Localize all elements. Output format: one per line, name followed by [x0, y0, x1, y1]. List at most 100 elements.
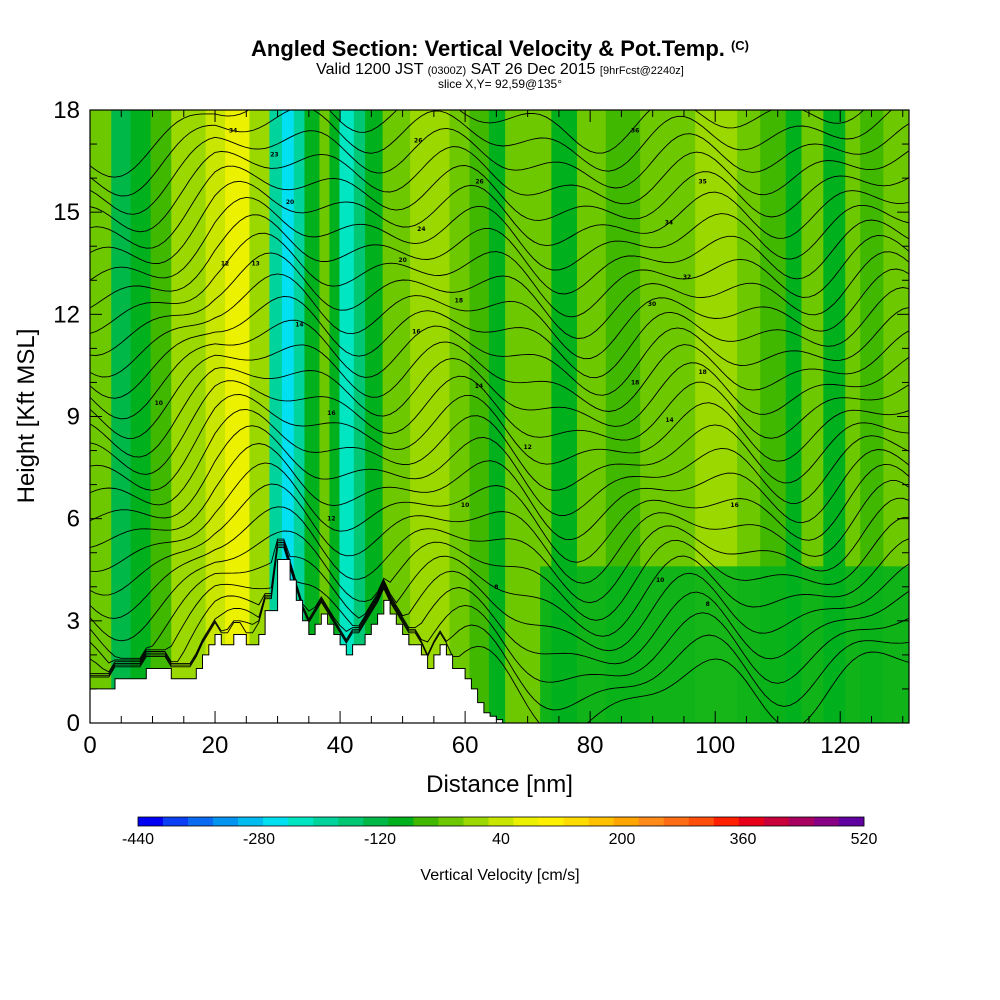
velocity-field	[90, 110, 909, 723]
y-tick-label: 9	[67, 404, 80, 431]
theta-contour-line	[90, 462, 909, 573]
theta-contour-line	[90, 251, 909, 356]
theta-contour-line	[90, 547, 909, 723]
velocity-band	[488, 110, 506, 723]
theta-contour-line	[90, 542, 909, 673]
slice-info: slice X,Y= 92,59@135°	[437, 77, 563, 91]
contour-label: 13	[251, 260, 259, 267]
colorbar-tick-label: 520	[851, 831, 878, 848]
contour-label: 10	[656, 577, 664, 584]
theta-contours	[90, 110, 909, 723]
colorbar-swatch	[638, 817, 665, 826]
contour-label: 14	[475, 383, 483, 390]
colorbar-swatch	[788, 817, 815, 826]
colorbar-swatch	[738, 817, 765, 826]
colorbar-swatch	[463, 817, 489, 826]
theta-contour-line	[90, 180, 909, 264]
theta-contour-line	[90, 146, 909, 233]
velocity-band	[319, 110, 330, 723]
contour-label: 18	[455, 298, 463, 305]
theta-contour-line	[90, 394, 909, 491]
contour-label: 8	[494, 584, 498, 591]
theta-contour-line	[90, 540, 909, 664]
colorbar-swatch	[488, 817, 514, 826]
velocity-band	[111, 110, 132, 723]
valid-prefix: Valid 1200 JST	[316, 61, 424, 78]
colorbar-swatch	[138, 817, 164, 826]
theta-contour-line	[90, 232, 909, 334]
low-level-velocity-band	[540, 566, 909, 723]
colorbar-swatch	[588, 817, 614, 826]
colorbar-tick-label: -120	[364, 831, 396, 848]
colorbar-swatch	[813, 817, 840, 826]
contour-label: 23	[270, 151, 278, 158]
x-tick-label: 60	[452, 732, 479, 759]
x-tick-label: 80	[577, 732, 604, 759]
colorbar-swatch	[238, 817, 264, 826]
forecast-info: [9hrFcst@2240z]	[599, 65, 684, 77]
chart-title-text: Angled Section: Vertical Velocity & Pot.…	[251, 36, 725, 61]
colorbar-swatch	[563, 817, 589, 826]
contour-label: 16	[412, 328, 420, 335]
colorbar-swatch	[838, 817, 865, 826]
colorbar-swatch	[413, 817, 439, 826]
y-tick-label: 12	[53, 301, 80, 328]
velocity-band	[329, 110, 340, 723]
theta-contour-line	[90, 443, 909, 548]
theta-contour-line	[90, 307, 909, 420]
y-axis-label: Height [Kft MSL]	[13, 329, 40, 504]
theta-contour-line	[90, 408, 909, 506]
contour-label: 8	[706, 601, 710, 608]
colorbar-swatch	[538, 817, 564, 826]
colorbar-swatch	[613, 817, 639, 826]
theta-contour-line	[90, 196, 909, 281]
contour-label: 34	[229, 127, 237, 134]
x-axis-label: Distance [nm]	[426, 771, 573, 798]
velocity-band	[171, 110, 207, 723]
contour-label: 35	[699, 179, 707, 186]
theta-contour-line	[90, 480, 909, 596]
contour-label: 12	[523, 444, 531, 451]
colorbar-swatch	[338, 817, 364, 826]
y-tick-label: 0	[67, 710, 80, 737]
colorbar-tick-label: -440	[122, 831, 154, 848]
theta-contour-line	[90, 110, 865, 178]
theta-contour-line	[90, 110, 893, 197]
theta-contour-line	[90, 287, 909, 399]
y-tick-label: 18	[53, 97, 80, 124]
theta-contour-line	[90, 268, 909, 378]
velocity-band	[293, 110, 305, 723]
valid-zulu: (0300Z)	[427, 65, 467, 77]
y-tick-label: 15	[53, 199, 80, 226]
colorbar-swatch	[663, 817, 690, 826]
x-tick-label: 40	[327, 732, 354, 759]
colorbar-swatch	[288, 817, 314, 826]
contour-label: 24	[417, 226, 425, 233]
velocity-band	[304, 110, 320, 723]
colorbar-swatch	[688, 817, 715, 826]
colorbar-title: Vertical Velocity [cm/s]	[420, 867, 579, 884]
theta-contour-line	[90, 545, 909, 711]
contour-label: 18	[631, 379, 639, 386]
theta-contour-line	[90, 375, 909, 475]
terrain	[90, 559, 516, 723]
colorbar: -440 -280 -120 40 200 360 520 Vertical Velocity…	[122, 816, 878, 884]
theta-contour-line	[90, 543, 909, 684]
velocity-band	[339, 110, 355, 723]
colorbar-swatch	[438, 817, 464, 826]
x-tick-label: 0	[83, 732, 96, 759]
contour-label: 14	[665, 417, 673, 424]
contour-label: 26	[475, 179, 483, 186]
x-tick-label: 120	[820, 732, 860, 759]
colorbar-swatch	[513, 817, 539, 826]
colorbar-swatch	[163, 817, 189, 826]
contour-label: 34	[665, 219, 673, 226]
contour-label: 12	[327, 516, 335, 523]
theta-contour-line	[90, 330, 909, 439]
contour-label: 32	[683, 274, 691, 281]
contour-label: 20	[398, 257, 406, 264]
theta-contour-line	[90, 516, 909, 642]
velocity-band	[449, 110, 470, 723]
